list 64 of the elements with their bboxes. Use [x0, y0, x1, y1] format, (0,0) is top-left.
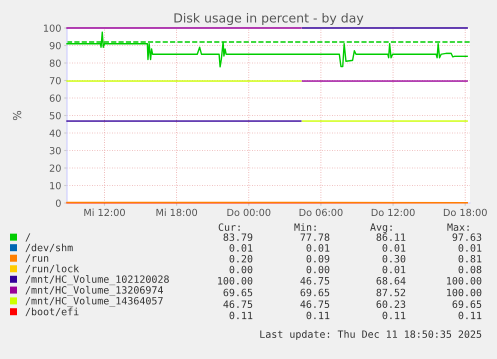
- legend-label: /mnt/HC_Volume_102120028: [26, 275, 169, 286]
- y-tick-label: 50: [50, 112, 61, 120]
- legend-label: /: [26, 233, 30, 242]
- text: 0.11: [306, 312, 330, 320]
- y-tick-label: 40: [50, 129, 61, 137]
- text: 69.65: [452, 300, 482, 308]
- text: Cur:: [218, 223, 240, 231]
- y-tick-label: 100: [44, 24, 61, 32]
- text: 46.75: [223, 300, 252, 308]
- legend-label: /mnt/HC_Volume_14364057: [26, 296, 163, 307]
- text: 69.65: [224, 288, 252, 296]
- text: 0.08: [458, 266, 482, 274]
- y-tick-label: 70: [50, 76, 61, 84]
- text: Last update: Thu Dec 11 18:50:35 2025: [260, 330, 482, 340]
- legend-label: /dev/shm: [26, 244, 73, 252]
- y-tick-label: 60: [50, 94, 61, 102]
- y-tick-label: 10: [50, 182, 61, 190]
- legend-label: /run/lock: [26, 264, 80, 274]
- y-tick-label: 90: [50, 42, 61, 50]
- text: 100.00: [447, 277, 482, 285]
- text: 77.78: [300, 233, 330, 241]
- x-tick-label: Do 00:00: [227, 208, 270, 216]
- text: 68.64: [376, 277, 406, 285]
- text: 0.00: [306, 266, 330, 274]
- text: 69.65: [300, 288, 330, 296]
- legend-label: /boot/efi: [26, 308, 78, 316]
- text: 0.09: [306, 254, 330, 263]
- x-tick-label: Do 12:00: [372, 208, 415, 216]
- x-tick-label: Mi 18:00: [156, 208, 198, 216]
- text: 0.01: [230, 244, 252, 252]
- x-tick-label: Mi 12:00: [84, 208, 125, 216]
- x-tick-label: Do 06:00: [300, 208, 343, 216]
- text: 46.75: [300, 277, 330, 285]
- text: 83.79: [224, 233, 252, 241]
- text: 100.00: [218, 277, 252, 285]
- text: 87.52: [376, 288, 406, 296]
- y-tick-label: 20: [50, 164, 61, 172]
- text: 0.11: [458, 312, 482, 320]
- text: 0.20: [230, 254, 252, 263]
- text: 0.30: [382, 254, 406, 263]
- text: 0.81: [458, 254, 482, 263]
- text: Max:: [447, 223, 469, 231]
- text: 60.23: [376, 300, 406, 308]
- text: 0.01: [382, 244, 406, 252]
- text: 97.63: [452, 233, 482, 241]
- text: 100.00: [447, 288, 482, 296]
- x-tick-label: Do 18:00: [444, 208, 487, 216]
- text: 0.01: [458, 244, 482, 252]
- text: 0.00: [230, 266, 252, 274]
- y-tick-label: 30: [50, 146, 61, 154]
- text: 86.11: [376, 233, 406, 241]
- text: 0.01: [382, 266, 406, 274]
- text: Avg:: [370, 223, 392, 233]
- chart-title: Disk usage in percent - by day: [174, 12, 364, 26]
- legend-label: /run: [26, 254, 48, 263]
- y-axis-title: %: [12, 110, 22, 120]
- text: 0.11: [382, 312, 406, 320]
- legend-label: /mnt/HC_Volume_13206974: [26, 286, 163, 296]
- text: 0.11: [230, 312, 252, 320]
- text: 46.75: [300, 300, 330, 308]
- text: 0.01: [306, 244, 330, 252]
- text: Min:: [294, 223, 316, 231]
- y-tick-label: 0: [56, 199, 61, 207]
- y-tick-label: 80: [50, 59, 61, 67]
